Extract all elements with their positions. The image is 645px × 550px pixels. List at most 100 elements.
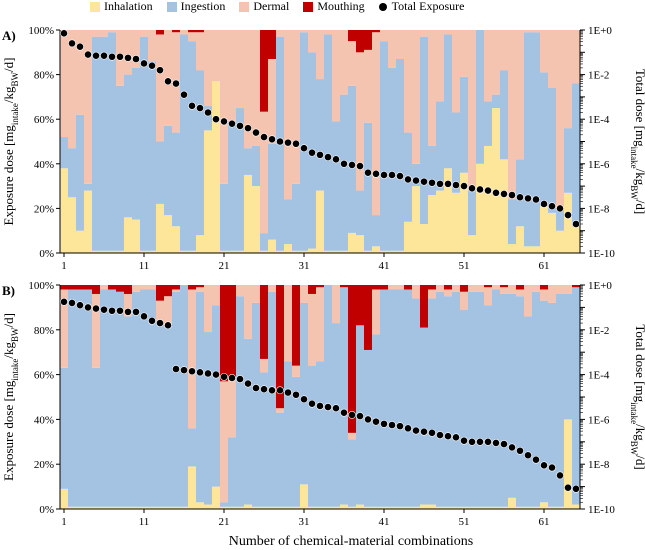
bar-dermal-49: [444, 289, 453, 297]
bar-mouthing-40: [372, 30, 381, 33]
bar-ingestion-56: [500, 70, 509, 160]
bar-mouthing-13: [156, 30, 165, 35]
total-exposure-dot-19: [204, 108, 212, 117]
bar-dermal-3: [76, 30, 85, 115]
legend-swatch-mouthing: [303, 1, 314, 12]
bar-inhalation-29: [284, 506, 293, 509]
bar-dermal-18: [196, 32, 205, 71]
bar-inhalation-45: [412, 506, 421, 509]
bar-inhalation-5: [92, 250, 101, 253]
bar-mouthing-40: [372, 285, 381, 290]
bar-ingestion-51: [460, 76, 469, 173]
bar-mouthing-26: [260, 285, 269, 359]
total-exposure-dot-30: [292, 390, 300, 399]
bar-ingestion-18: [196, 70, 205, 236]
bar-inhalation-10: [132, 219, 141, 253]
bar-inhalation-24: [244, 504, 253, 509]
bar-mouthing-18: [196, 30, 205, 33]
bar-ingestion-42: [388, 289, 397, 507]
total-exposure-dot-37: [348, 161, 356, 169]
total-exposure-dot-33: [316, 150, 324, 159]
legend: Inhalation Ingestion Dermal Mouthing Tot…: [90, 0, 478, 13]
left-tick-label: 0%: [39, 248, 54, 260]
bar-ingestion-63: [556, 208, 565, 231]
bar-ingestion-40: [372, 215, 381, 247]
total-exposure-dot-53: [476, 437, 484, 446]
left-axis-title-a: Exposure dose [mgintake/kgBW/d]: [1, 58, 20, 226]
bar-dermal-10: [132, 30, 141, 68]
bar-dermal-54: [484, 30, 493, 102]
bar-dermal-12: [148, 30, 157, 62]
bar-inhalation-5: [92, 506, 101, 509]
bar-inhalation-45: [412, 186, 421, 253]
total-exposure-dot-63: [556, 471, 564, 480]
total-exposure-dot-43: [396, 422, 404, 431]
bar-inhalation-20: [212, 486, 221, 509]
total-exposure-dot-52: [468, 184, 476, 193]
bar-mouthing-41: [380, 285, 389, 290]
total-exposure-dot-54: [484, 437, 492, 446]
total-exposure-dot-34: [324, 403, 332, 411]
x-tick-label: 61: [539, 516, 550, 528]
bar-ingestion-8: [116, 291, 125, 507]
left-tick-label: 80%: [34, 70, 54, 82]
x-tick-label: 21: [219, 260, 230, 272]
bar-inhalation-23: [236, 506, 245, 509]
bar-dermal-48: [436, 285, 445, 292]
total-exposure-dot-4: [84, 50, 92, 59]
bar-inhalation-52: [468, 506, 477, 509]
bar-mouthing-58: [516, 285, 525, 290]
bar-ingestion-64: [564, 128, 573, 193]
bar-ingestion-4: [84, 289, 93, 507]
left-tick-label: 0%: [39, 504, 54, 516]
total-exposure-dot-49: [444, 179, 452, 188]
total-exposure-dot-35: [332, 155, 340, 164]
total-exposure-dot-51: [460, 182, 468, 190]
total-exposure-dots-panel-b: [60, 297, 580, 493]
bar-inhalation-46: [420, 224, 429, 253]
bar-ingestion-27: [268, 291, 277, 507]
bar-ingestion-19: [204, 332, 213, 505]
bar-inhalation-35: [332, 506, 341, 509]
total-exposure-dot-62: [548, 202, 556, 211]
bar-inhalation-47: [428, 504, 437, 509]
bar-dermal-21: [220, 30, 229, 184]
total-exposure-dot-24: [244, 124, 252, 133]
total-exposure-dot-28: [276, 137, 284, 146]
total-exposure-dot-52: [468, 437, 476, 446]
bar-inhalation-6: [100, 506, 109, 509]
bar-inhalation-59: [524, 246, 533, 253]
bar-ingestion-47: [428, 298, 437, 505]
bar-dermal-15: [172, 289, 181, 292]
bar-dermal-29: [284, 285, 293, 362]
bar-inhalation-60: [532, 246, 541, 253]
bar-ingestion-11: [140, 289, 149, 507]
bar-ingestion-3: [76, 114, 85, 231]
total-exposure-dot-14: [164, 77, 172, 86]
total-exposure-dot-1: [60, 297, 68, 306]
bar-inhalation-44: [404, 221, 413, 253]
bar-ingestion-61: [540, 72, 549, 207]
total-exposure-dot-25: [252, 384, 260, 392]
bar-dermal-43: [396, 30, 405, 59]
total-exposure-dot-13: [156, 319, 164, 327]
bar-inhalation-38: [356, 504, 365, 509]
total-exposure-dot-2: [68, 39, 76, 48]
total-exposure-dot-32: [308, 399, 316, 408]
bar-inhalation-31: [300, 484, 309, 509]
bar-mouthing-8: [116, 285, 125, 292]
bar-dermal-61: [540, 289, 549, 301]
total-exposure-dot-15: [172, 79, 180, 88]
total-exposure-dot-59: [524, 451, 532, 460]
bar-inhalation-65: [572, 504, 581, 509]
x-tick-label: 41: [379, 260, 390, 272]
bar-inhalation-27: [268, 506, 277, 509]
bar-inhalation-42: [388, 250, 397, 253]
bar-dermal-19: [204, 30, 213, 106]
bar-ingestion-65: [572, 83, 581, 227]
bar-ingestion-14: [164, 125, 173, 216]
bar-dermal-45: [412, 285, 421, 299]
x-tick-label: 1: [61, 260, 67, 272]
bar-dermal-25: [252, 285, 261, 303]
bar-mouthing-13: [156, 285, 165, 301]
